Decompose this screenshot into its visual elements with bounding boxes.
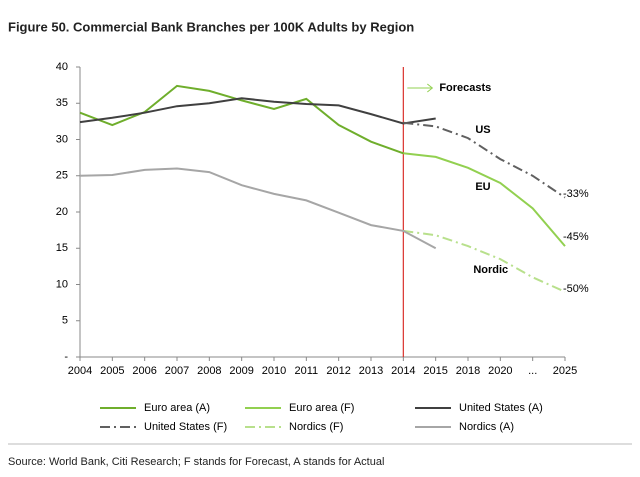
y-tick-label: 35 <box>56 97 68 109</box>
legend-label: Euro area (A) <box>144 402 210 414</box>
legend-label: Nordics (F) <box>289 421 343 433</box>
source: Source: World Bank, Citi Research; F sta… <box>8 456 384 468</box>
chart-title: Figure 50. Commercial Bank Branches per … <box>8 19 414 34</box>
y-tick-label: 10 <box>56 278 68 290</box>
x-tick-label: 2013 <box>359 365 383 377</box>
x-tick-label: 2014 <box>391 365 415 377</box>
y-tick-label: 40 <box>56 61 68 73</box>
y-tick-label: - <box>64 351 68 363</box>
x-tick-label: 2025 <box>553 365 577 377</box>
x-tick-label: 2008 <box>197 365 221 377</box>
legend-label: Euro area (F) <box>289 402 354 414</box>
annotation: -50% <box>563 283 589 295</box>
x-tick-label: 2020 <box>488 365 512 377</box>
x-tick-label: ... <box>528 365 537 377</box>
annotation: US <box>475 124 490 136</box>
series-line <box>403 152 566 247</box>
legend-label: United States (F) <box>144 421 227 433</box>
legend-label: Nordics (A) <box>459 421 514 433</box>
x-tick-label: 2012 <box>326 365 350 377</box>
x-tick-label: 2018 <box>456 365 480 377</box>
y-tick-label: 5 <box>62 315 68 327</box>
x-tick-label: 2011 <box>295 365 319 377</box>
legend-label: United States (A) <box>459 402 543 414</box>
x-tick-label: 2006 <box>132 365 156 377</box>
y-tick-label: 15 <box>56 242 68 254</box>
series-line <box>403 229 566 293</box>
y-tick-label: 30 <box>56 133 68 145</box>
forecast-label: Forecasts <box>439 82 491 94</box>
forecast-arrowhead <box>427 83 434 93</box>
annotation: -33% <box>563 188 589 200</box>
x-tick-label: 2005 <box>100 365 124 377</box>
x-tick-label: 2007 <box>165 365 189 377</box>
series-line <box>79 167 437 250</box>
annotation: Nordic <box>473 264 508 276</box>
series-line <box>403 121 566 199</box>
y-tick-label: 25 <box>56 170 68 182</box>
x-tick-label: 2015 <box>423 365 447 377</box>
x-tick-label: 2010 <box>262 365 286 377</box>
series-line <box>79 84 404 155</box>
annotation: -45% <box>563 231 589 243</box>
y-tick-label: 20 <box>56 206 68 218</box>
annotation: EU <box>475 181 490 193</box>
x-tick-label: 2009 <box>229 365 253 377</box>
x-tick-label: 2004 <box>68 365 92 377</box>
series-line <box>79 97 436 125</box>
